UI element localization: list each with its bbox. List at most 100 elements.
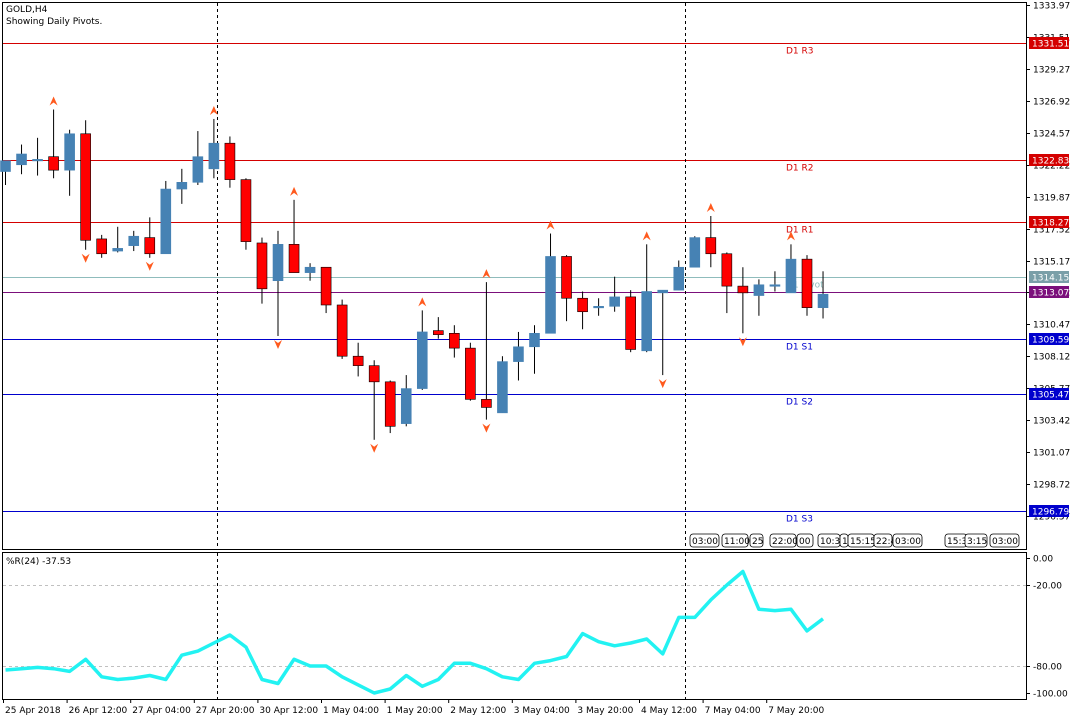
candles (0, 109, 829, 440)
price-tick-label: 1319.87 (1033, 194, 1070, 204)
time-tick-label: 30 Apr 12:00 (259, 706, 318, 716)
candle-body (737, 285, 749, 294)
time-tick-label: 25 Apr 2018 (5, 706, 61, 716)
candle (577, 291, 588, 330)
candle (673, 260, 685, 291)
time-pill (689, 533, 720, 548)
candle (449, 325, 460, 358)
time-tick-label: 3 May 20:00 (577, 706, 633, 716)
candle (513, 331, 524, 381)
price-tags: 1331.51 1322.83 1318.27 1314.15 1309.59 1305.… (1029, 37, 1069, 518)
pivot-price-tag-text: 1309.59 (1032, 336, 1069, 346)
price-tick-label: 1298.72 (1033, 481, 1070, 491)
fractal-up-arrow (786, 231, 795, 241)
candle (96, 234, 107, 258)
candle (433, 317, 444, 339)
price-tick-label: 1326.92 (1033, 98, 1070, 108)
time-pill (796, 533, 814, 548)
candle (128, 230, 140, 252)
fractal-up-arrow (642, 231, 651, 241)
candle-body (433, 330, 444, 335)
time-pill (769, 533, 797, 548)
candle-body (416, 331, 428, 389)
candle (32, 137, 43, 176)
fractal-down-arrow (482, 423, 491, 433)
candle-body (593, 306, 604, 309)
candle (753, 279, 765, 316)
fractal-up-arrow (290, 186, 299, 196)
candle (336, 299, 348, 359)
candle-body (465, 347, 476, 400)
candle-body (32, 159, 43, 162)
candle-body (561, 256, 572, 299)
candle (801, 255, 813, 316)
fractal-down-arrow (274, 339, 283, 349)
time-pill-label: 03:00 (992, 537, 1018, 547)
period-separators (217, 3, 686, 699)
candle (0, 160, 11, 185)
pivot-price-tag-box (1029, 216, 1069, 228)
candle-body (112, 248, 124, 252)
time-pill (721, 533, 749, 548)
time-pill (892, 533, 923, 548)
candle-body (400, 388, 412, 424)
main-window-border (2, 2, 1027, 550)
chart-frame (2, 2, 1027, 700)
fractal-up-arrow (546, 220, 555, 230)
candle (80, 120, 91, 250)
time-tick-label: 4 May 12:00 (641, 706, 697, 716)
candle-body (721, 253, 733, 287)
candle-body (80, 133, 91, 241)
candle (625, 290, 636, 353)
fractal-down-arrow (145, 261, 154, 271)
indicator-tick-label: -20.00 (1033, 582, 1062, 592)
candle-body (545, 256, 556, 334)
candle-body (64, 133, 75, 171)
candle (769, 271, 781, 292)
fractal-down-arrow (658, 379, 667, 389)
pivot-price-tag-text: 1322.83 (1032, 157, 1069, 167)
time-tick-label: 27 Apr 04:00 (132, 706, 191, 716)
candle-body (352, 355, 364, 366)
candle-body (256, 242, 268, 290)
candle (465, 342, 476, 401)
candle-body (497, 361, 508, 414)
candle (64, 129, 75, 196)
price-tick-label: 1324.57 (1033, 130, 1070, 140)
price-tick-label: 1301.07 (1033, 449, 1070, 459)
candle-body (577, 297, 588, 313)
candle (641, 244, 653, 353)
time-pill-label: 15:15 (850, 537, 876, 547)
candle (48, 109, 59, 179)
candle-body (48, 156, 59, 171)
candle-body (529, 332, 540, 348)
time-tick-label: 3 May 04:00 (514, 706, 570, 716)
candle (272, 230, 284, 336)
williams-r-line (5, 569, 825, 695)
pivot-label: D1 R3 (786, 47, 814, 57)
fractal-down-arrow (738, 337, 747, 347)
indicator-tick-label: -100.00 (1033, 690, 1068, 700)
candle-body (208, 142, 220, 170)
candle-body (657, 289, 669, 294)
candle (304, 263, 316, 281)
indicator-window-border (2, 552, 1027, 700)
candle (705, 216, 717, 268)
price-tick-label: 1296.37 (1033, 513, 1070, 523)
candle (561, 255, 572, 322)
candle (176, 168, 188, 204)
candle-body (753, 284, 765, 296)
candle (368, 360, 380, 440)
candle-body (368, 365, 380, 383)
fractal-down-arrow (81, 253, 90, 263)
candle-body (384, 381, 396, 427)
time-pill-label: 10:3 (820, 537, 840, 547)
candle-body (304, 266, 316, 273)
time-pill-label: 22:00 (772, 537, 798, 547)
current-price-tag-box (1029, 286, 1069, 298)
indicator-tick-label: -80.00 (1033, 663, 1062, 673)
candle-body (240, 179, 252, 242)
fractal-up-arrow (706, 203, 715, 213)
